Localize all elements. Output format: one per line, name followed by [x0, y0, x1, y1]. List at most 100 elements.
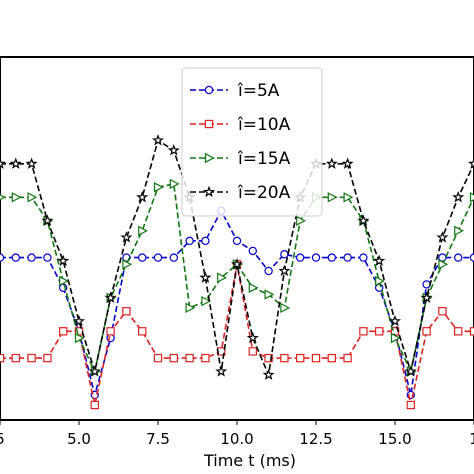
data-point — [74, 327, 84, 336]
data-point — [217, 272, 227, 283]
data-point — [438, 259, 449, 270]
data-point — [11, 353, 20, 363]
data-point — [469, 327, 474, 336]
legend-marker — [202, 185, 216, 198]
data-point — [438, 307, 447, 316]
data-point — [11, 253, 21, 262]
data-point — [232, 236, 242, 246]
data-point — [359, 327, 368, 336]
series-layer — [0, 134, 474, 410]
data-point — [357, 214, 370, 226]
data-point — [454, 327, 463, 336]
legend-label: î=10A — [237, 115, 291, 135]
data-point — [373, 254, 386, 267]
data-point — [199, 271, 212, 283]
data-point — [325, 157, 338, 169]
data-point — [169, 253, 178, 262]
data-point — [104, 291, 117, 303]
data-point — [452, 190, 465, 203]
data-point — [185, 302, 196, 314]
data-point — [375, 327, 384, 336]
data-point — [120, 231, 133, 243]
series-2 — [0, 260, 474, 410]
data-point — [11, 192, 22, 203]
data-point — [296, 253, 305, 262]
data-point — [296, 215, 306, 226]
legend-entry: î=15A — [190, 149, 291, 169]
data-point — [343, 253, 352, 262]
data-point — [454, 225, 464, 236]
legend-label: î=15A — [237, 149, 291, 169]
data-point — [215, 365, 228, 377]
data-point — [27, 253, 36, 262]
data-point — [343, 192, 354, 203]
data-point — [264, 289, 275, 300]
data-point — [27, 192, 38, 203]
data-point — [469, 192, 474, 203]
x-tick-label: 5.0 — [67, 430, 91, 448]
data-point — [438, 253, 447, 262]
data-point — [388, 314, 402, 327]
data-point — [264, 353, 273, 363]
data-point — [311, 253, 321, 262]
data-point — [311, 353, 321, 363]
x-tick-label: 10.0 — [220, 430, 253, 448]
data-point — [201, 236, 210, 246]
data-point — [469, 253, 474, 262]
data-point — [201, 353, 210, 363]
data-point — [422, 327, 431, 336]
x-tick-label: 12.5 — [299, 430, 332, 448]
data-point — [248, 347, 257, 356]
data-point — [230, 257, 244, 270]
data-point — [59, 275, 69, 287]
data-point — [138, 225, 148, 236]
x-tick-label: 5 — [0, 430, 5, 448]
data-point — [375, 275, 385, 287]
data-point — [248, 246, 257, 256]
data-point — [136, 190, 149, 203]
data-point — [88, 365, 101, 377]
data-point — [390, 332, 401, 344]
data-point — [406, 400, 416, 410]
legend-entry: î=20A — [190, 183, 291, 203]
legend-box — [181, 67, 323, 217]
data-point — [25, 157, 38, 169]
data-point — [153, 253, 163, 262]
data-point — [327, 192, 338, 203]
data-point — [57, 254, 70, 267]
data-point — [327, 253, 336, 262]
x-axis-label: Time t (ms) — [203, 451, 296, 470]
data-point — [106, 327, 115, 336]
data-point — [341, 157, 354, 169]
data-point — [0, 353, 5, 363]
data-point — [153, 182, 164, 193]
data-point — [169, 353, 178, 363]
legend-entries: î=5A î=10A î=15A î=20A — [190, 81, 291, 203]
data-point — [43, 353, 52, 363]
data-point — [58, 327, 68, 336]
data-point — [0, 157, 7, 169]
legend-entry: î=5A — [190, 81, 280, 101]
x-tick-label: 15.0 — [378, 430, 411, 448]
data-point — [153, 353, 163, 363]
data-point — [41, 214, 54, 226]
data-point — [248, 282, 259, 293]
legend-entry: î=10A — [190, 115, 291, 135]
data-point — [264, 266, 273, 276]
data-point — [296, 353, 305, 363]
data-point — [151, 134, 165, 146]
data-point — [436, 231, 449, 243]
data-point — [122, 307, 131, 316]
data-point — [27, 353, 36, 363]
data-point — [122, 259, 133, 270]
data-point — [185, 236, 194, 246]
series-line — [0, 264, 474, 406]
legend-marker — [204, 152, 215, 164]
data-point — [327, 353, 337, 363]
data-point — [404, 365, 417, 377]
data-point — [454, 253, 463, 262]
x-tick-label: 1 — [469, 430, 474, 448]
legend: î=5A î=10A î=15A î=20A — [181, 67, 323, 217]
data-point — [0, 194, 6, 201]
